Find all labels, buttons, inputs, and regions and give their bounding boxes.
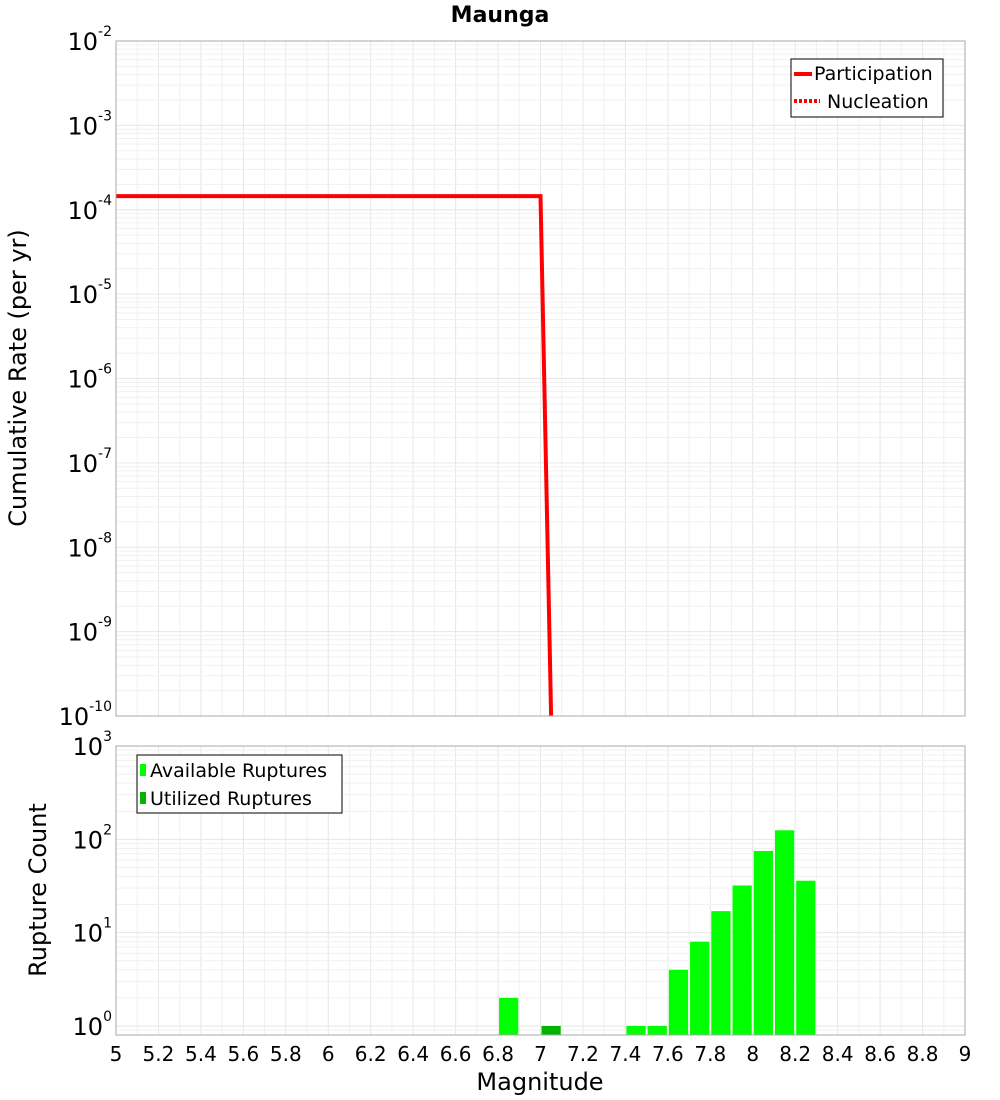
x-tick-label: 6.8 — [482, 1042, 514, 1066]
bar-available-ruptures — [796, 880, 816, 1035]
rate-series — [116, 194, 554, 717]
rate-y-tick-label: 10-9 — [67, 615, 112, 647]
rate-y-tick-label: 10-4 — [67, 193, 112, 225]
x-tick-label: 6.6 — [440, 1042, 472, 1066]
x-tick-label: 7.4 — [609, 1042, 641, 1066]
rate-y-tick-label: 10-3 — [67, 108, 112, 140]
legend-label-participation: Participation — [814, 63, 933, 85]
rate-y-tick-label: 10-6 — [67, 362, 112, 394]
x-tick-label: 5.2 — [143, 1042, 175, 1066]
x-tick-label: 7.8 — [694, 1042, 726, 1066]
rate-plot-frame — [115, 40, 966, 717]
x-tick-label: 6.2 — [355, 1042, 387, 1066]
count-y-tick-label: 100 — [73, 1009, 112, 1041]
bar-available-ruptures — [668, 969, 689, 1035]
x-tick-label: 7.2 — [567, 1042, 599, 1066]
bar-available-ruptures — [647, 1025, 667, 1035]
x-tick-label: 5.8 — [270, 1042, 302, 1066]
count-bars — [499, 830, 816, 1035]
chart-title: Maunga — [451, 3, 550, 28]
x-tick-label: 8 — [746, 1042, 759, 1066]
rate-legend-box — [790, 58, 944, 118]
series-line-nucleation — [116, 194, 553, 717]
bar-utilized-ruptures — [541, 1025, 561, 1035]
rate-y-ticks: 10-2 10-3 10-4 10-5 10-6 10-7 10-8 10-9 10-10 — [59, 24, 113, 731]
count-y-tick-label: 102 — [73, 822, 112, 854]
count-y-tick-label: 103 — [73, 729, 112, 761]
x-tick-label: 5.6 — [227, 1042, 259, 1066]
count-y-ticks: 100 101 102 103 — [73, 729, 112, 1041]
bar-available-ruptures — [499, 997, 519, 1035]
rate-grid — [115, 41, 966, 717]
rate-y-tick-label: 10-2 — [67, 24, 112, 56]
count-panel: 100 101 102 103 5 5.2 5.4 5.6 5.8 6 6.2 6.4 6.6 6.8 7… — [24, 729, 971, 1096]
rate-y-axis-label: Cumulative Rate (per yr) — [4, 229, 32, 527]
bar-available-ruptures — [732, 885, 752, 1035]
count-plot-frame — [115, 745, 966, 1036]
rate-legend: Participation Nucleation — [790, 58, 944, 118]
count-legend-box — [136, 754, 343, 814]
x-tick-label: 7.6 — [652, 1042, 684, 1066]
count-legend: Available Ruptures Utilized Ruptures — [136, 754, 343, 814]
legend-swatch-available — [140, 764, 146, 776]
legend-label-nucleation: Nucleation — [827, 91, 929, 113]
bar-available-ruptures — [774, 830, 795, 1035]
x-tick-label: 5 — [110, 1042, 123, 1066]
rate-y-tick-label: 10-7 — [67, 446, 112, 478]
x-tick-label: 6.4 — [397, 1042, 429, 1066]
bar-available-ruptures — [690, 941, 710, 1035]
bar-available-ruptures — [626, 1025, 646, 1035]
series-line-participation — [116, 194, 554, 717]
x-tick-label: 8.2 — [779, 1042, 811, 1066]
rate-panel: 10-2 10-3 10-4 10-5 10-6 10-7 10-8 10-9 10-10 Cu… — [4, 24, 966, 731]
x-tick-label: 8.8 — [907, 1042, 939, 1066]
count-y-axis-label: Rupture Count — [24, 803, 52, 977]
legend-label-utilized: Utilized Ruptures — [150, 788, 312, 810]
x-tick-label: 5.4 — [185, 1042, 217, 1066]
rate-y-tick-label: 10-8 — [67, 530, 112, 562]
bar-available-ruptures — [711, 911, 731, 1035]
x-tick-label: 9 — [959, 1042, 972, 1066]
count-x-ticks: 5 5.2 5.4 5.6 5.8 6 6.2 6.4 6.6 6.8 7 7.2 7.4 7.6 7.8 8… — [110, 1042, 972, 1066]
x-tick-label: 7 — [534, 1042, 547, 1066]
x-tick-label: 8.4 — [822, 1042, 854, 1066]
legend-label-available: Available Ruptures — [150, 760, 327, 782]
x-axis-label: Magnitude — [476, 1068, 603, 1096]
rate-y-tick-label: 10-5 — [67, 277, 112, 309]
rate-y-tick-label: 10-10 — [59, 699, 112, 731]
x-tick-label: 6 — [322, 1042, 335, 1066]
legend-swatch-utilized — [140, 792, 146, 804]
count-y-tick-label: 101 — [73, 916, 112, 948]
bar-available-ruptures — [753, 850, 773, 1035]
x-tick-label: 8.6 — [864, 1042, 896, 1066]
